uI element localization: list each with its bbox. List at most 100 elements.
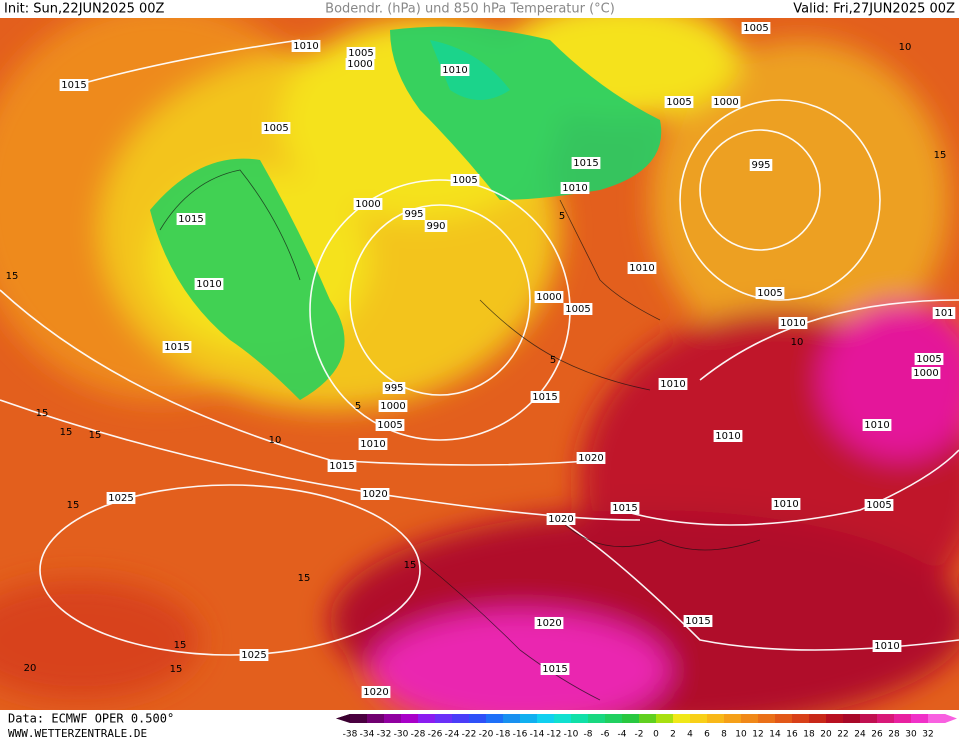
isobar-label: 1005: [916, 354, 941, 365]
legend-swatch: [707, 714, 725, 723]
isobar-label-bg: [358, 438, 388, 450]
isobar-label: 1010: [773, 499, 798, 510]
legend-swatch: [622, 714, 640, 723]
isobar-label-bg: [176, 213, 206, 225]
legend-swatch: [656, 714, 674, 723]
isobar-label-bg: [864, 499, 894, 511]
legend-tick-label: -2: [635, 730, 644, 740]
isobar-label-bg: [664, 96, 694, 108]
legend-tick-label: 10: [735, 730, 747, 740]
isobar-label-bg: [534, 617, 564, 629]
isobar-label: 1010: [874, 641, 899, 652]
isobar-label-bg: [914, 353, 944, 365]
isotherm-label: 15: [60, 427, 73, 438]
legend-tick-label: 8: [721, 730, 727, 740]
legend-tick-label: -26: [428, 730, 443, 740]
legend-swatch: [843, 714, 861, 723]
isobar-label: 1005: [666, 97, 691, 108]
legend-swatch: [639, 714, 657, 723]
legend-swatch: [894, 714, 912, 723]
legend-tick-label: -22: [462, 730, 477, 740]
legend-swatch: [554, 714, 572, 723]
isobar-label-bg: [911, 367, 941, 379]
isobar-label: 1000: [347, 59, 372, 70]
isobar-label-bg: [162, 341, 192, 353]
isobar-label: 1020: [363, 687, 388, 698]
isobar-label-bg: [239, 649, 269, 661]
legend-swatch: [520, 714, 538, 723]
legend-swatch: [452, 714, 470, 723]
isobar-label: 1015: [164, 342, 189, 353]
legend-swatch: [350, 714, 368, 723]
isobar-label: 1010: [629, 263, 654, 274]
isotherm-label: 15: [67, 500, 80, 511]
isobar-label-bg: [382, 382, 406, 394]
legend-tick-label: -24: [445, 730, 460, 740]
color-legend: -38 -34 -32 -30 -28 -26 -24 -22 -20 -18 -16 -14 -12-…: [336, 714, 957, 740]
legend-swatch: [418, 714, 436, 723]
isobar-label: 1025: [108, 493, 133, 504]
legend-tick-label: -38: [343, 730, 358, 740]
legend-tick-label: 4: [687, 730, 693, 740]
legend-swatch: [775, 714, 793, 723]
isobar-label: 995: [404, 209, 423, 220]
isobar-label-bg: [540, 663, 570, 675]
isobar-label-bg: [563, 303, 593, 315]
isobar-label-bg: [345, 58, 375, 70]
isobar-label: 1015: [178, 214, 203, 225]
isobar-label: 101: [934, 308, 953, 319]
isotherm-label: 15: [404, 560, 417, 571]
legend-swatch: [724, 714, 742, 723]
isobar-label: 1015: [612, 503, 637, 514]
valid-time: Valid: Fri,27JUN2025 00Z: [793, 2, 955, 17]
isobar-label: 1010: [864, 420, 889, 431]
legend-tick-label: 32: [922, 730, 933, 740]
legend-swatch: [435, 714, 453, 723]
isotherm-label: 15: [36, 408, 49, 419]
isobar-label: 1010: [360, 439, 385, 450]
isobar-label: 1000: [355, 199, 380, 210]
isobar-label: 1020: [548, 514, 573, 525]
legend-swatch: [860, 714, 878, 723]
isobar-label-bg: [360, 488, 390, 500]
isotherm-label: 10: [791, 337, 804, 348]
isobar-label-bg: [375, 419, 405, 431]
isobar-label-bg: [424, 220, 448, 232]
isotherm-label: 15: [6, 271, 19, 282]
isobar-label: 1015: [61, 80, 86, 91]
isobar-label-bg: [741, 22, 771, 34]
isobar-label-bg: [327, 460, 357, 472]
legend-swatch: [928, 714, 946, 723]
isobar-label: 1005: [377, 420, 402, 431]
isobar-label-bg: [194, 278, 224, 290]
legend-tick-label: -6: [601, 730, 610, 740]
isobar-label: 1010: [715, 431, 740, 442]
legend-tick-label: -20: [479, 730, 494, 740]
isobar-label: 1005: [743, 23, 768, 34]
isobar-label-bg: [530, 391, 560, 403]
isobar-label: 995: [751, 160, 770, 171]
legend-swatch: [690, 714, 708, 723]
isobar-label-bg: [771, 498, 801, 510]
isobar-label: 1000: [913, 368, 938, 379]
isotherm-label: 15: [89, 430, 102, 441]
isobar-label: 1010: [196, 279, 221, 290]
legend-arrow-left: [336, 714, 350, 723]
legend-tick-label: -32: [377, 730, 392, 740]
isobar-label: 1000: [713, 97, 738, 108]
legend-tick-label: -14: [530, 730, 545, 740]
legend-swatch: [877, 714, 895, 723]
isobar-label: 990: [426, 221, 445, 232]
legend-tick-label: -18: [496, 730, 511, 740]
legend-tick-label: 16: [786, 730, 798, 740]
isobar-label-bg: [560, 182, 590, 194]
site-name: WWW.WETTERZENTRALE.DE: [8, 727, 147, 740]
legend-tick-label: 24: [854, 730, 866, 740]
isobar-label: 1005: [866, 500, 891, 511]
isobar-label-bg: [402, 208, 426, 220]
map-title: Bodendr. (hPa) und 850 hPa Temperatur (°…: [325, 2, 615, 17]
isobar-label-bg: [59, 79, 89, 91]
isotherm-labels: 15 15 15 15 10 5 15 15 15 15 15 20 15 10 5 10 5: [6, 42, 947, 675]
